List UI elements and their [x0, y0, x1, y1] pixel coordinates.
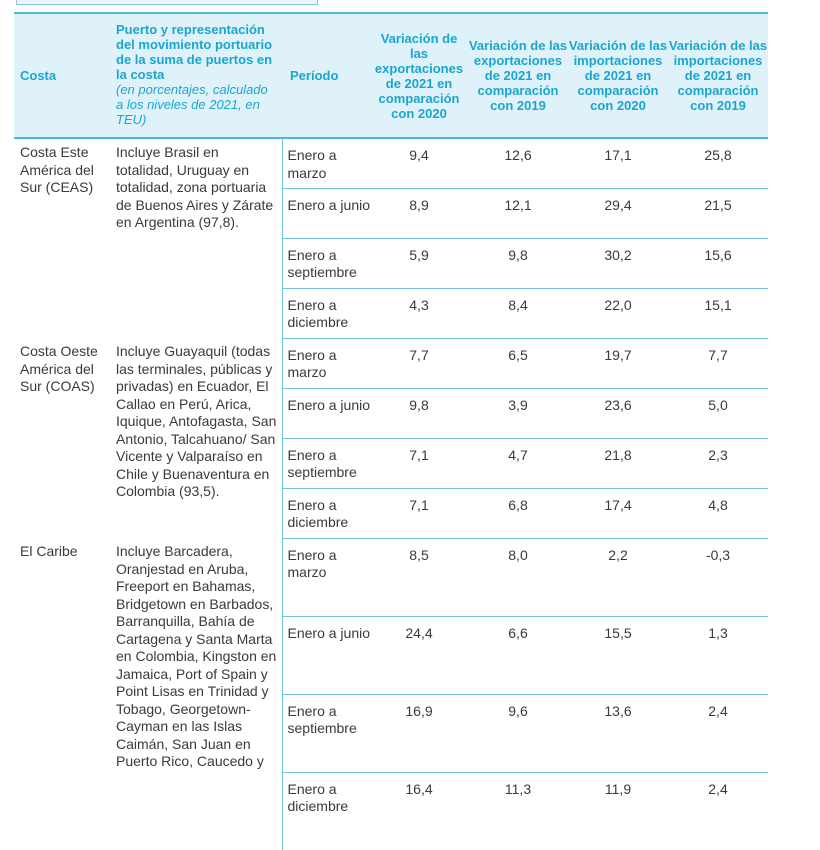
table-row: Enero a septiembre 7,1 4,7 21,8 2,3 [14, 438, 768, 489]
puerto-cell: Incluye Guayaquil (todas las terminales,… [116, 343, 277, 499]
header-var-imp-2020: Variación de las importaciones de 2021 e… [568, 12, 668, 139]
value-cell: 29,4 [568, 188, 668, 239]
value-cell: -0,3 [668, 538, 768, 617]
header-puerto: Puerto y representación del movimiento p… [112, 12, 282, 139]
value-cell: 13,6 [568, 694, 668, 773]
puerto-cell: Incluye Brasil en totalidad, Uruguay en … [116, 144, 274, 230]
period-cell: Enero a diciembre [281, 488, 370, 539]
value-cell: 4,3 [370, 288, 468, 339]
value-cell: 9,6 [468, 694, 568, 773]
value-cell: 8,9 [370, 188, 468, 239]
value-cell: 12,6 [468, 138, 568, 189]
value-cell: 6,6 [468, 616, 568, 695]
period-cell: Enero a junio [281, 388, 370, 439]
value-cell: 11,3 [504, 780, 532, 797]
header-var-exp-2019: Variación de las exportaciones de 2021 e… [468, 12, 568, 139]
table-row: Costa Oeste América del Sur (COAS) Inclu… [14, 338, 768, 499]
value-cell: 15,6 [668, 238, 768, 289]
value-cell: 2,2 [568, 538, 668, 617]
value-cell: 7,1 [370, 488, 468, 539]
value-cell: 17,1 [568, 138, 668, 189]
header-puerto-title: Puerto y representación del movimiento p… [116, 22, 273, 82]
header-var-imp-2019: Variación de las importaciones de 2021 e… [668, 12, 768, 139]
value-cell: 17,4 [568, 488, 668, 539]
value-cell: 24,4 [370, 616, 468, 695]
value-cell: 15,1 [668, 288, 768, 339]
value-cell: 16,9 [370, 694, 468, 773]
header-costa: Costa [14, 12, 112, 139]
table-row: Enero a diciembre 7,1 6,8 17,4 4,8 [14, 488, 768, 539]
costa-cell: El Caribe [20, 543, 78, 559]
value-cell: 7,1 [370, 438, 468, 489]
value-cell: 15,5 [568, 616, 668, 695]
period-cell: Enero a junio [281, 616, 370, 695]
value-cell: 22,0 [568, 288, 668, 339]
value-cell: 21,8 [568, 438, 668, 489]
period-cell: Enero a septiembre [281, 694, 370, 773]
value-cell: 2,4 [708, 780, 728, 797]
value-cell: 21,5 [668, 188, 768, 239]
value-cell: 9,8 [370, 388, 468, 439]
value-cell: 25,8 [668, 138, 768, 189]
period-cell: Enero a marzo [281, 538, 370, 617]
value-cell: 2,3 [668, 438, 768, 489]
period-cell: Enero a marzo [281, 138, 370, 189]
value-cell: 1,3 [668, 616, 768, 695]
costa-cell: Costa Oeste América del Sur (COAS) [20, 343, 98, 394]
value-cell: 5,0 [668, 388, 768, 439]
value-cell: 6,5 [468, 338, 568, 389]
header-periodo: Período [282, 12, 370, 139]
value-cell: 6,8 [468, 488, 568, 539]
value-cell: 9,8 [468, 238, 568, 289]
period-cell: Enero a diciembre [281, 772, 370, 850]
table-row: Enero a diciembre 4,3 8,4 22,0 15,1 [14, 288, 768, 339]
puerto-cell: Incluye Barcadera, Oranjestad en Aruba, … [116, 543, 277, 769]
value-cell: 16,4 [405, 780, 433, 797]
value-cell: 23,6 [568, 388, 668, 439]
period-cell: Enero a marzo [281, 338, 370, 389]
value-cell: 12,1 [468, 188, 568, 239]
value-cell: 7,7 [668, 338, 768, 389]
value-cell: 8,4 [468, 288, 568, 339]
table-row: Enero a junio 8,9 12,1 29,4 21,5 [14, 188, 768, 239]
table-row: Costa Este América del Sur (CEAS) Incluy… [14, 138, 768, 230]
table-row: Enero a septiembre 5,9 9,8 30,2 15,6 [14, 238, 768, 289]
table-row: Enero a junio 9,8 3,9 23,6 5,0 [14, 388, 768, 439]
period-cell: Enero a septiembre [281, 438, 370, 489]
value-cell: 4,7 [468, 438, 568, 489]
period-cell: Enero a septiembre [281, 238, 370, 289]
costa-cell: Costa Este América del Sur (CEAS) [20, 144, 94, 195]
header-puerto-note: (en porcentajes, calculado a los niveles… [116, 82, 268, 127]
value-cell: 9,4 [370, 138, 468, 189]
value-cell: 2,4 [668, 694, 768, 773]
table-row: Enero a junio 24,4 6,6 15,5 1,3 [14, 616, 768, 695]
period-cell: Enero a junio [281, 188, 370, 239]
table-row: El Caribe Incluye Barcadera, Oranjestad … [14, 538, 768, 769]
value-cell: 7,7 [370, 338, 468, 389]
header-var-exp-2020: Variación de las exportaciones de 2021 e… [370, 12, 468, 139]
value-cell: 4,8 [668, 488, 768, 539]
period-cell: Enero a diciembre [281, 288, 370, 339]
table-row: Enero a septiembre 16,9 9,6 13,6 2,4 [14, 694, 768, 773]
table-header-row: Costa Puerto y representación del movimi… [14, 12, 768, 139]
value-cell: 11,9 [604, 780, 632, 797]
value-cell: 8,5 [370, 538, 468, 617]
value-cell: 3,9 [468, 388, 568, 439]
value-cell: 30,2 [568, 238, 668, 289]
top-caption-bar [16, 0, 318, 5]
port-variation-table: Costa Puerto y representación del movimi… [14, 12, 768, 850]
value-cell: 8,0 [468, 538, 568, 617]
value-cell: 5,9 [370, 238, 468, 289]
value-cell: 19,7 [568, 338, 668, 389]
